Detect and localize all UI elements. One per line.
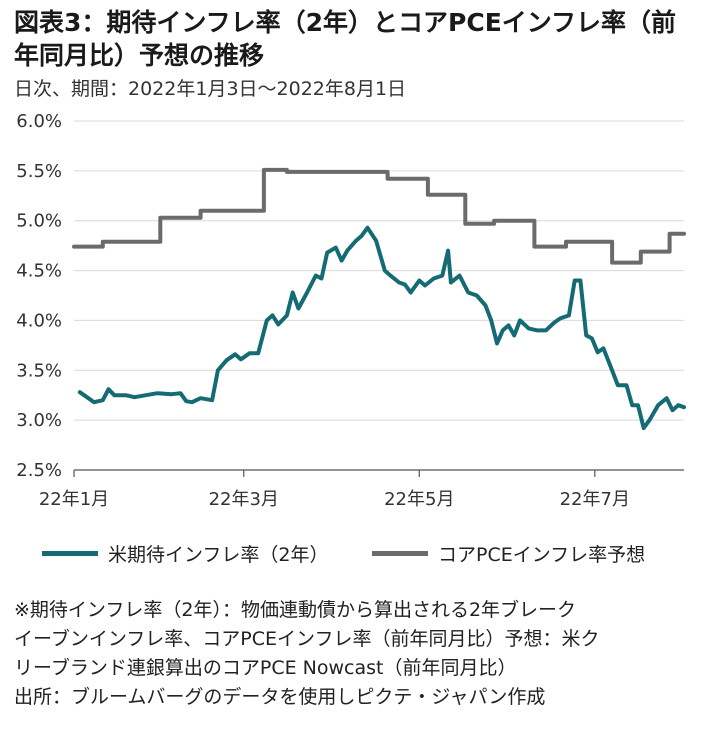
x-tick-label: 22年7月 bbox=[560, 489, 630, 510]
grid-lines bbox=[74, 120, 684, 421]
y-tick-label: 5.5% bbox=[16, 161, 62, 182]
legend-swatch-breakeven bbox=[42, 551, 98, 556]
chart-area: 2.5%3.0%3.5%4.0%4.5%5.0%5.5%6.0% 22年1月 22… bbox=[16, 111, 686, 510]
y-tick-label: 6.0% bbox=[16, 111, 62, 132]
footnote-line: リーブランド連銀算出のコアPCE Nowcast（前年同月比） bbox=[14, 657, 517, 679]
legend-label-core-pce: コアPCEインフレ率予想 bbox=[438, 544, 646, 566]
legend: 米期待インフレ率（2年） コアPCEインフレ率予想 bbox=[42, 540, 692, 570]
y-tick-label: 3.0% bbox=[16, 410, 62, 431]
y-tick-label: 5.0% bbox=[16, 211, 62, 232]
x-tick-labels: 22年1月 22年3月 22年5月 22年7月 bbox=[39, 489, 630, 510]
legend-swatch-core-pce bbox=[372, 551, 428, 556]
series-line-breakeven bbox=[77, 225, 686, 431]
chart-title: 図表3：期待インフレ率（2年）とコアPCEインフレ率（前年同月比）予想の推移 bbox=[14, 8, 677, 70]
chart-subtitle: 日次、期間：2022年1月3日～2022年8月1日 bbox=[14, 78, 407, 100]
x-tick-label: 22年3月 bbox=[209, 489, 279, 510]
x-tick-label: 22年1月 bbox=[39, 489, 109, 510]
y-tick-label: 2.5% bbox=[16, 460, 62, 481]
footnote-line: イーブンインフレ率、コアPCEインフレ率（前年同月比）予想：米ク bbox=[14, 628, 600, 650]
y-axis: 2.5% 3.0% 3.5% 4.0% 4.5% 5.0% 5.5% 6.0% bbox=[16, 111, 62, 481]
footnote-line: 出所：ブルームバーグのデータを使用しピクテ・ジャパン作成 bbox=[14, 686, 546, 708]
legend-item-core-pce: コアPCEインフレ率予想 bbox=[372, 540, 645, 567]
series-line-core-pce bbox=[72, 167, 686, 265]
y-tick-label: 3.5% bbox=[16, 360, 62, 381]
legend-label-breakeven: 米期待インフレ率（2年） bbox=[108, 544, 329, 566]
x-axis bbox=[73, 469, 684, 477]
legend-item-breakeven: 米期待インフレ率（2年） bbox=[42, 540, 329, 567]
x-tick-label: 22年5月 bbox=[384, 489, 454, 510]
y-tick-label: 4.5% bbox=[16, 261, 62, 282]
y-tick-label: 4.0% bbox=[16, 310, 62, 331]
footnotes: ※期待インフレ率（2年）：物価連動債から算出される2年ブレーク イーブンインフレ… bbox=[14, 596, 696, 712]
footnote-line: ※期待インフレ率（2年）：物価連動債から算出される2年ブレーク bbox=[14, 599, 577, 621]
series-lines bbox=[72, 167, 686, 431]
